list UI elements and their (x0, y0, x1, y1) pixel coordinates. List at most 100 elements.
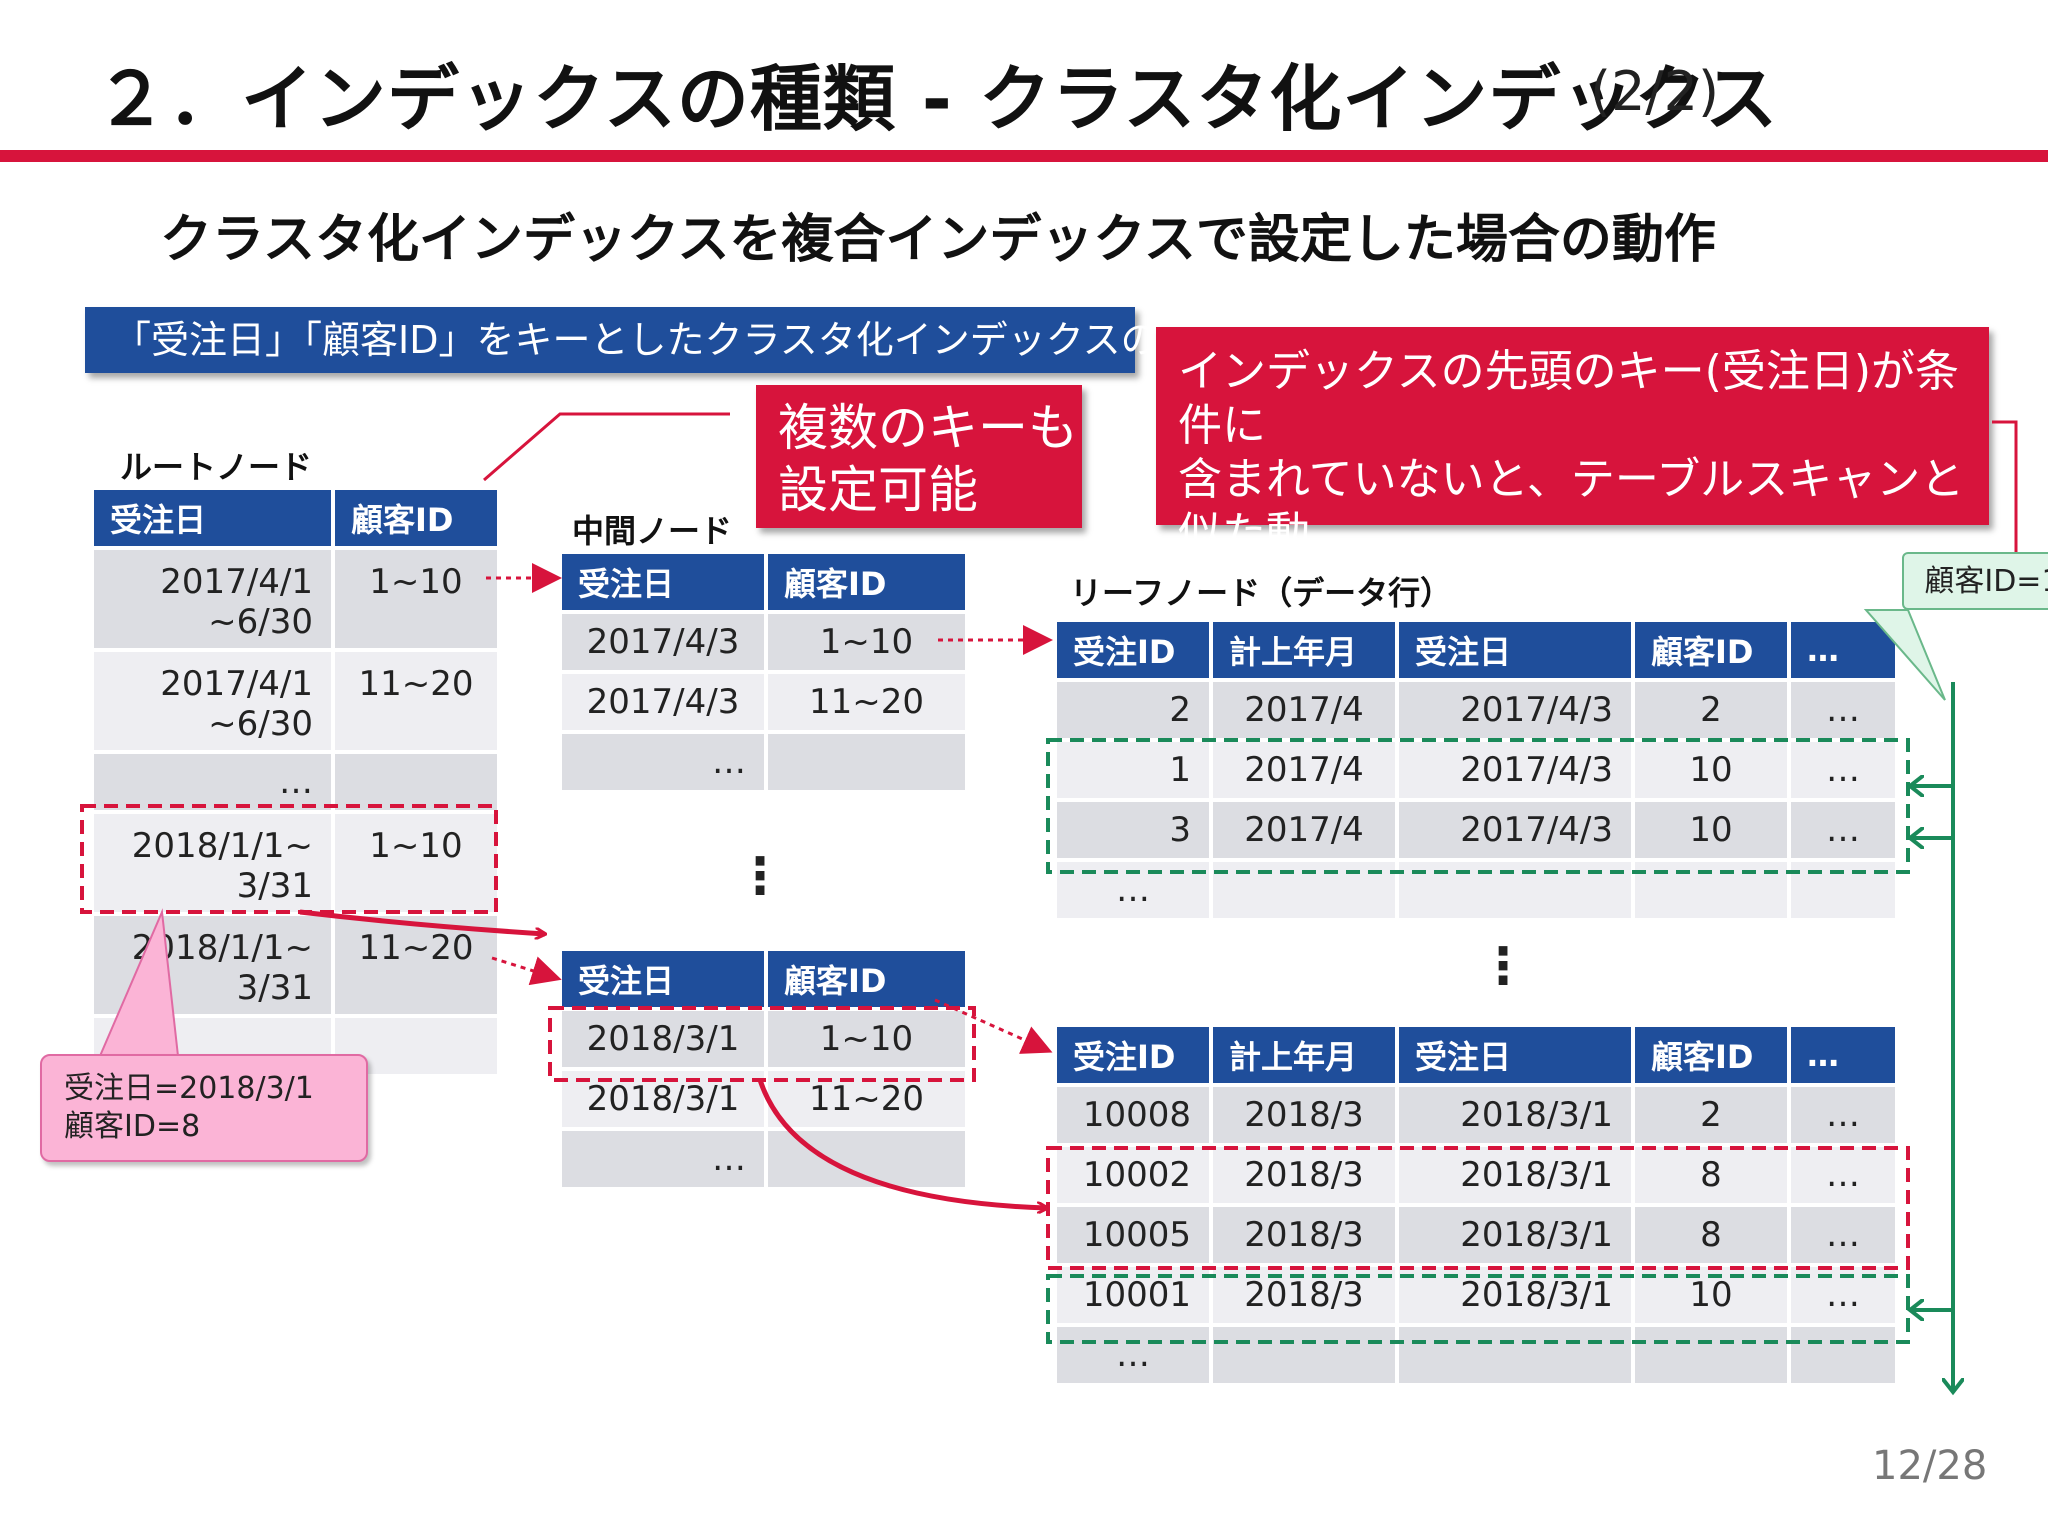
leaf-cell: 2018/3/1 (1399, 1267, 1631, 1323)
leaf-cell (1635, 1327, 1787, 1383)
image-caption-bar: 「受注日」「顧客ID」をキーとしたクラスタ化インデックスのイメージ (85, 307, 1310, 373)
column-header: 計上年月 (1213, 1027, 1395, 1083)
leaf-cell: … (1791, 682, 1895, 738)
table-row: 10008 2018/3 2018/3/1 2 … (1057, 1087, 1895, 1143)
table-row: 3 2017/4 2017/4/3 10 … (1057, 802, 1895, 858)
table-row: 10002 2018/3 2018/3/1 8 … (1057, 1147, 1895, 1203)
leaf-cell: 10005 (1057, 1207, 1209, 1263)
leaf-cell: 2017/4 (1213, 742, 1395, 798)
callout-scan-line: 含まれていないと、テーブルスキャンと似た動 (1178, 454, 1965, 559)
column-header: 顧客ID (1635, 622, 1787, 678)
callout-pointer-line (483, 412, 730, 482)
leaf-cell: 10001 (1057, 1267, 1209, 1323)
table-row: 2017/4/3 11~20 (562, 674, 965, 730)
mid-date: 2017/4/3 (562, 614, 764, 670)
root-date: ~6/30 (208, 704, 313, 744)
leaf-cell: 2018/3 (1213, 1147, 1395, 1203)
column-header: … (1791, 1027, 1895, 1083)
mid-cust (768, 734, 965, 790)
leaf-cell (1213, 1327, 1395, 1383)
leaf-cell: 2017/4/3 (1399, 682, 1631, 738)
mid-cust: 1~10 (768, 1011, 965, 1067)
column-header: 顧客ID (1635, 1027, 1787, 1083)
table-row: 10001 2018/3 2018/3/1 10 … (1057, 1267, 1895, 1323)
column-header: 受注日 (562, 554, 764, 610)
search-condition-line: 顧客ID=8 (64, 1109, 201, 1144)
table-row: 2017/4/1 ~6/30 11~20 (94, 652, 497, 750)
leaf-cell: … (1791, 1087, 1895, 1143)
table-row: 2017/4/1 ~6/30 1~10 (94, 550, 497, 648)
leaf-cell: 2017/4 (1213, 802, 1395, 858)
title-underline (0, 150, 2048, 162)
root-date: 2017/4/1 (160, 664, 313, 704)
column-header: 顧客ID (335, 490, 497, 546)
column-header: 受注日 (94, 490, 331, 546)
leaf-cell: 2018/3 (1213, 1207, 1395, 1263)
condition-badge: 顧客ID=10 (1902, 552, 2048, 610)
root-date: 3/31 (236, 968, 313, 1008)
leaf-cell: 8 (1635, 1147, 1787, 1203)
table-row: 10005 2018/3 2018/3/1 8 … (1057, 1207, 1895, 1263)
leaf-cell: 3 (1057, 802, 1209, 858)
mid-cust: 11~20 (768, 674, 965, 730)
root-date: ~6/30 (208, 602, 313, 642)
leaf-cell: 2018/3/1 (1399, 1207, 1631, 1263)
leaf-cell (1791, 1327, 1895, 1383)
slide-number: 12/28 (1872, 1443, 1988, 1489)
leaf-cell: 10 (1635, 802, 1787, 858)
root-date: 2018/1/1~ (131, 826, 313, 866)
leaf-cell: 2018/3 (1213, 1087, 1395, 1143)
column-header: 受注日 (1399, 1027, 1631, 1083)
leaf-cell: 2017/4/3 (1399, 802, 1631, 858)
table-row: … (1057, 862, 1895, 918)
leaf-node-label: リーフノード（データ行） (1070, 574, 1453, 612)
mid-node-label: 中間ノード (572, 512, 733, 550)
leaf-cell: 2018/3/1 (1399, 1087, 1631, 1143)
leaf-cell: 2 (1635, 682, 1787, 738)
green-bubble-pointer (1863, 609, 1946, 701)
table-row: 2 2017/4 2017/4/3 2 … (1057, 682, 1895, 738)
search-condition-line: 受注日=2018/3/1 (64, 1071, 314, 1106)
leaf-cell: 2018/3/1 (1399, 1147, 1631, 1203)
table-row: 2018/1/1~ 3/31 1~10 (94, 814, 497, 912)
mid-cust: 1~10 (768, 614, 965, 670)
root-date: 3/31 (236, 866, 313, 906)
highlight-leaf-rows (1046, 1146, 1910, 1270)
root-date: … (94, 754, 331, 810)
table-row: … (562, 734, 965, 790)
leaf-cell: … (1791, 742, 1895, 798)
callout-scan-line: 作となる（Clustered Index Scan） (1178, 562, 1907, 613)
search-condition-bubble: 受注日=2018/3/1 顧客ID=8 (40, 1054, 368, 1162)
mid-date: 2018/3/1 (562, 1071, 764, 1127)
root-cust: 11~20 (335, 916, 497, 1014)
mid-date: … (562, 734, 764, 790)
leaf-cell: 2 (1635, 1087, 1787, 1143)
slide-subtitle: クラスタ化インデックスを複合インデックスで設定した場合の動作 (160, 210, 1716, 270)
column-header: 受注ID (1057, 1027, 1209, 1083)
table-row: 1 2017/4 2017/4/3 10 … (1057, 742, 1895, 798)
callout-multikey-line: 複数のキーも (778, 399, 1078, 457)
column-header: 顧客ID (768, 951, 965, 1007)
dotted-arrow (491, 956, 562, 986)
column-header: 計上年月 (1213, 622, 1395, 678)
search-path-arrow (757, 1079, 1047, 1208)
leaf-cell: … (1057, 1327, 1209, 1383)
search-path-arrow (299, 909, 545, 934)
root-node-table: 受注日 顧客ID 2017/4/1 ~6/30 1~10 2017/4/1 ~6/3… (90, 486, 501, 1078)
slide-title: ２．インデックスの種類 - クラスタ化インデックス (95, 57, 1779, 141)
leaf-cell: 2018/3 (1213, 1267, 1395, 1323)
mid-date: … (562, 1131, 764, 1187)
leaf-cell: … (1791, 1207, 1895, 1263)
leaf-cell: 8 (1635, 1207, 1787, 1263)
table-row: 2018/3/1 1~10 (562, 1011, 965, 1067)
root-cust: 11~20 (335, 652, 497, 750)
column-header: 顧客ID (768, 554, 965, 610)
root-cust: 1~10 (335, 814, 497, 912)
callout-multikey-line: 設定可能 (778, 461, 978, 519)
leaf-node-table-bottom: 受注ID 計上年月 受注日 顧客ID … 10008 2018/3 2018/3… (1053, 1023, 1899, 1387)
leaf-cell: 10 (1635, 742, 1787, 798)
callout-multikey: 複数のキーも 設定可能 (756, 385, 1082, 528)
root-cust: 1~10 (335, 550, 497, 648)
root-node-label: ルートノード (120, 448, 313, 486)
